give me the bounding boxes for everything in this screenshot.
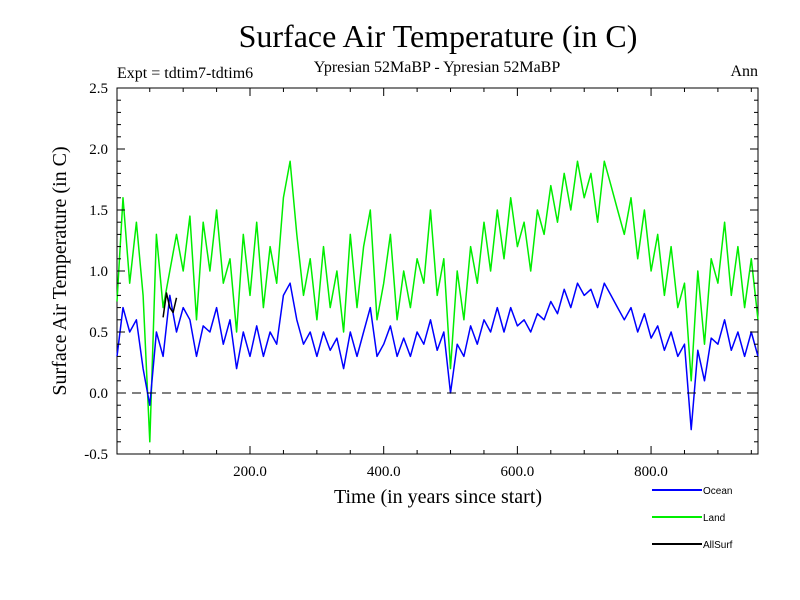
y-tick-label: 2.0	[89, 142, 108, 158]
x-axis-ticks: 200.0 400.0 600.0 800.0	[149, 88, 752, 480]
chart-subtitle-left: Expt = tdtim7-tdtim6	[117, 65, 253, 82]
y-axis-ticks: -0.5 0.0 0.5 1.0 1.5 2.0 2.5	[84, 81, 758, 463]
y-tick-label: 0.0	[89, 386, 108, 402]
y-tick-label: 2.5	[89, 81, 108, 97]
plot-area	[116, 87, 759, 455]
y-tick-label: 1.5	[89, 203, 108, 219]
legend-label-allsurf: AllSurf	[703, 540, 733, 551]
series-line-ocean	[116, 282, 759, 431]
series-line-land	[116, 160, 759, 443]
x-axis-label: Time (in years since start)	[334, 486, 542, 508]
y-tick-label: 1.0	[89, 264, 108, 280]
x-tick-label: 200.0	[233, 464, 267, 480]
legend: Ocean Land AllSurf	[652, 486, 733, 551]
x-tick-label: 600.0	[500, 464, 534, 480]
legend-label-land: Land	[703, 513, 725, 524]
y-tick-label: 0.5	[89, 325, 108, 341]
x-tick-label: 800.0	[634, 464, 668, 480]
series-layer	[116, 160, 759, 443]
chart-subtitle-right: Ann	[730, 63, 758, 80]
legend-label-ocean: Ocean	[703, 486, 732, 497]
y-tick-label: -0.5	[84, 447, 108, 463]
x-tick-label: 400.0	[367, 464, 401, 480]
series-line-allsurf	[162, 292, 178, 318]
y-axis-label: Surface Air Temperature (in C)	[49, 146, 71, 395]
chart-subtitle-center: Ypresian 52MaBP - Ypresian 52MaBP	[314, 59, 561, 76]
chart-title: Surface Air Temperature (in C)	[239, 18, 638, 54]
